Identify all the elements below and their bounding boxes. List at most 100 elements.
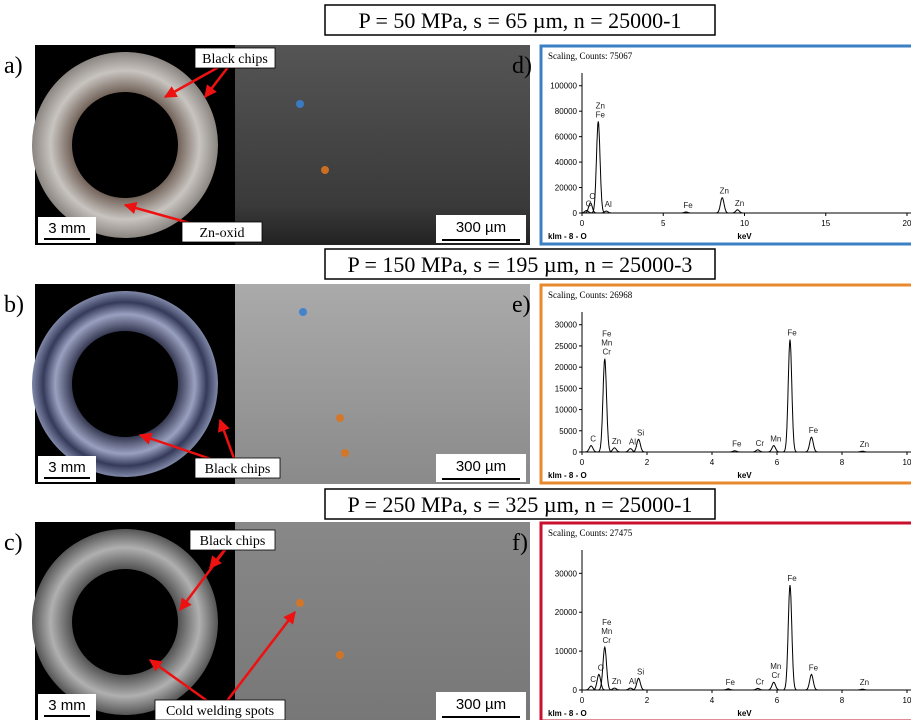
peak-label: Cr (756, 677, 765, 686)
peak-label: Si (637, 428, 644, 437)
y-tick-label: 10000 (555, 647, 578, 656)
x-tick-label: 6 (775, 458, 780, 467)
x-tick-label: 8 (840, 458, 845, 467)
panel-title: P = 150 MPa, s = 195 µm, n = 25000-3 (348, 252, 693, 277)
peak-label: Fe (787, 574, 797, 583)
x-tick-label: 2 (645, 458, 650, 467)
scale-label: 300 µm (456, 458, 506, 475)
peak-label: Cr (603, 636, 612, 645)
peak-label: Fe (726, 678, 736, 687)
x-tick-label: 2 (645, 696, 650, 705)
peak-label: Al (629, 677, 636, 686)
x-tick-label: 15 (821, 219, 830, 228)
x-tick-label: 0 (580, 219, 585, 228)
panel-title: P = 250 MPa, s = 325 µm, n = 25000-1 (348, 492, 693, 517)
scale-label: 3 mm (48, 220, 86, 237)
y-tick-label: 100000 (550, 82, 577, 91)
x-tick-label: 5 (661, 219, 666, 228)
annotation: Black chips (202, 52, 268, 67)
peak-label: Cr (772, 671, 781, 680)
x-tick-label: 4 (710, 458, 715, 467)
sem-image (235, 522, 530, 720)
panel-label: f) (512, 530, 528, 556)
peak-label: C (590, 435, 596, 444)
panel-title: P = 50 MPa, s = 65 µm, n = 25000-1 (359, 8, 682, 33)
peak-label: Zn (860, 440, 869, 449)
scale-label: 300 µm (456, 696, 506, 713)
spectrum-footer: klm - 8 - O (548, 709, 587, 718)
peak-label: Al (605, 200, 612, 209)
measure-point (299, 308, 307, 316)
panel-label: e) (512, 292, 531, 318)
measure-point (336, 651, 344, 659)
x-axis-label: keV (737, 232, 752, 241)
measure-point (321, 166, 329, 174)
x-tick-label: 0 (580, 458, 585, 467)
annotation: Zn-oxid (199, 226, 244, 241)
measure-point (296, 100, 304, 108)
y-tick-label: 15000 (555, 384, 578, 393)
spectrum-header: Scaling, Counts: 26968 (548, 290, 633, 300)
peak-label: Fe (596, 110, 606, 119)
measure-point (336, 414, 344, 422)
y-tick-label: 40000 (555, 158, 578, 167)
spectrum-header: Scaling, Counts: 75067 (548, 51, 633, 61)
y-tick-label: 0 (573, 448, 578, 457)
x-axis-label: keV (737, 471, 752, 480)
peak-label: Fe (683, 201, 693, 210)
annotation: Black chips (200, 534, 266, 549)
y-tick-label: 5000 (559, 427, 577, 436)
measure-point (341, 449, 349, 457)
peak-label: C (590, 675, 596, 684)
peak-label: Cr (603, 348, 612, 357)
scale-label: 3 mm (48, 697, 86, 714)
peak-label: Zn (612, 437, 621, 446)
spectrum-footer: klm - 8 - O (548, 232, 587, 241)
peak-label: Fe (787, 329, 797, 338)
peak-label: Cr (756, 439, 765, 448)
y-tick-label: 60000 (555, 133, 578, 142)
spectrum-footer: klm - 8 - O (548, 471, 587, 480)
x-tick-label: 10 (903, 696, 911, 705)
x-tick-label: 0 (580, 696, 585, 705)
peak-label: Fe (602, 618, 612, 627)
peak-label: Mn (770, 435, 781, 444)
x-tick-label: 10 (740, 219, 749, 228)
scale-label: 3 mm (48, 459, 86, 476)
panel-label: a) (4, 53, 23, 79)
x-axis-label: keV (737, 709, 752, 718)
y-tick-label: 25000 (555, 342, 578, 351)
panel-label: b) (4, 292, 24, 318)
measure-point (296, 599, 304, 607)
peak-label: Fe (809, 663, 819, 672)
peak-label: Mn (770, 662, 781, 671)
y-tick-label: 20000 (555, 608, 578, 617)
peak-label: Zn (596, 101, 605, 110)
x-tick-label: 6 (775, 696, 780, 705)
y-tick-label: 0 (573, 686, 578, 695)
peak-label: Al (629, 438, 636, 447)
x-tick-label: 20 (903, 219, 911, 228)
y-tick-label: 30000 (555, 569, 578, 578)
x-tick-label: 4 (710, 696, 715, 705)
peak-label: Si (637, 667, 644, 676)
bore (72, 331, 178, 437)
spectrum-frame (541, 285, 911, 483)
bore (72, 92, 178, 198)
y-tick-label: 0 (573, 209, 578, 218)
y-tick-label: 20000 (555, 363, 578, 372)
annotation: Black chips (205, 462, 271, 477)
peak-label: Mn (601, 627, 612, 636)
peak-label: Zn (735, 199, 744, 208)
peak-label: Zn (720, 187, 729, 196)
peak-label: Zn (612, 677, 621, 686)
spectrum-header: Scaling, Counts: 27475 (548, 528, 633, 538)
peak-label: Fe (809, 426, 819, 435)
y-tick-label: 10000 (555, 406, 578, 415)
y-tick-label: 30000 (555, 321, 578, 330)
peak-label: Fe (732, 440, 742, 449)
figure: P = 50 MPa, s = 65 µm, n = 25000-1 a) 3 mm… (0, 0, 911, 720)
panel-label: d) (512, 53, 532, 79)
x-tick-label: 8 (840, 696, 845, 705)
x-tick-label: 10 (903, 458, 911, 467)
